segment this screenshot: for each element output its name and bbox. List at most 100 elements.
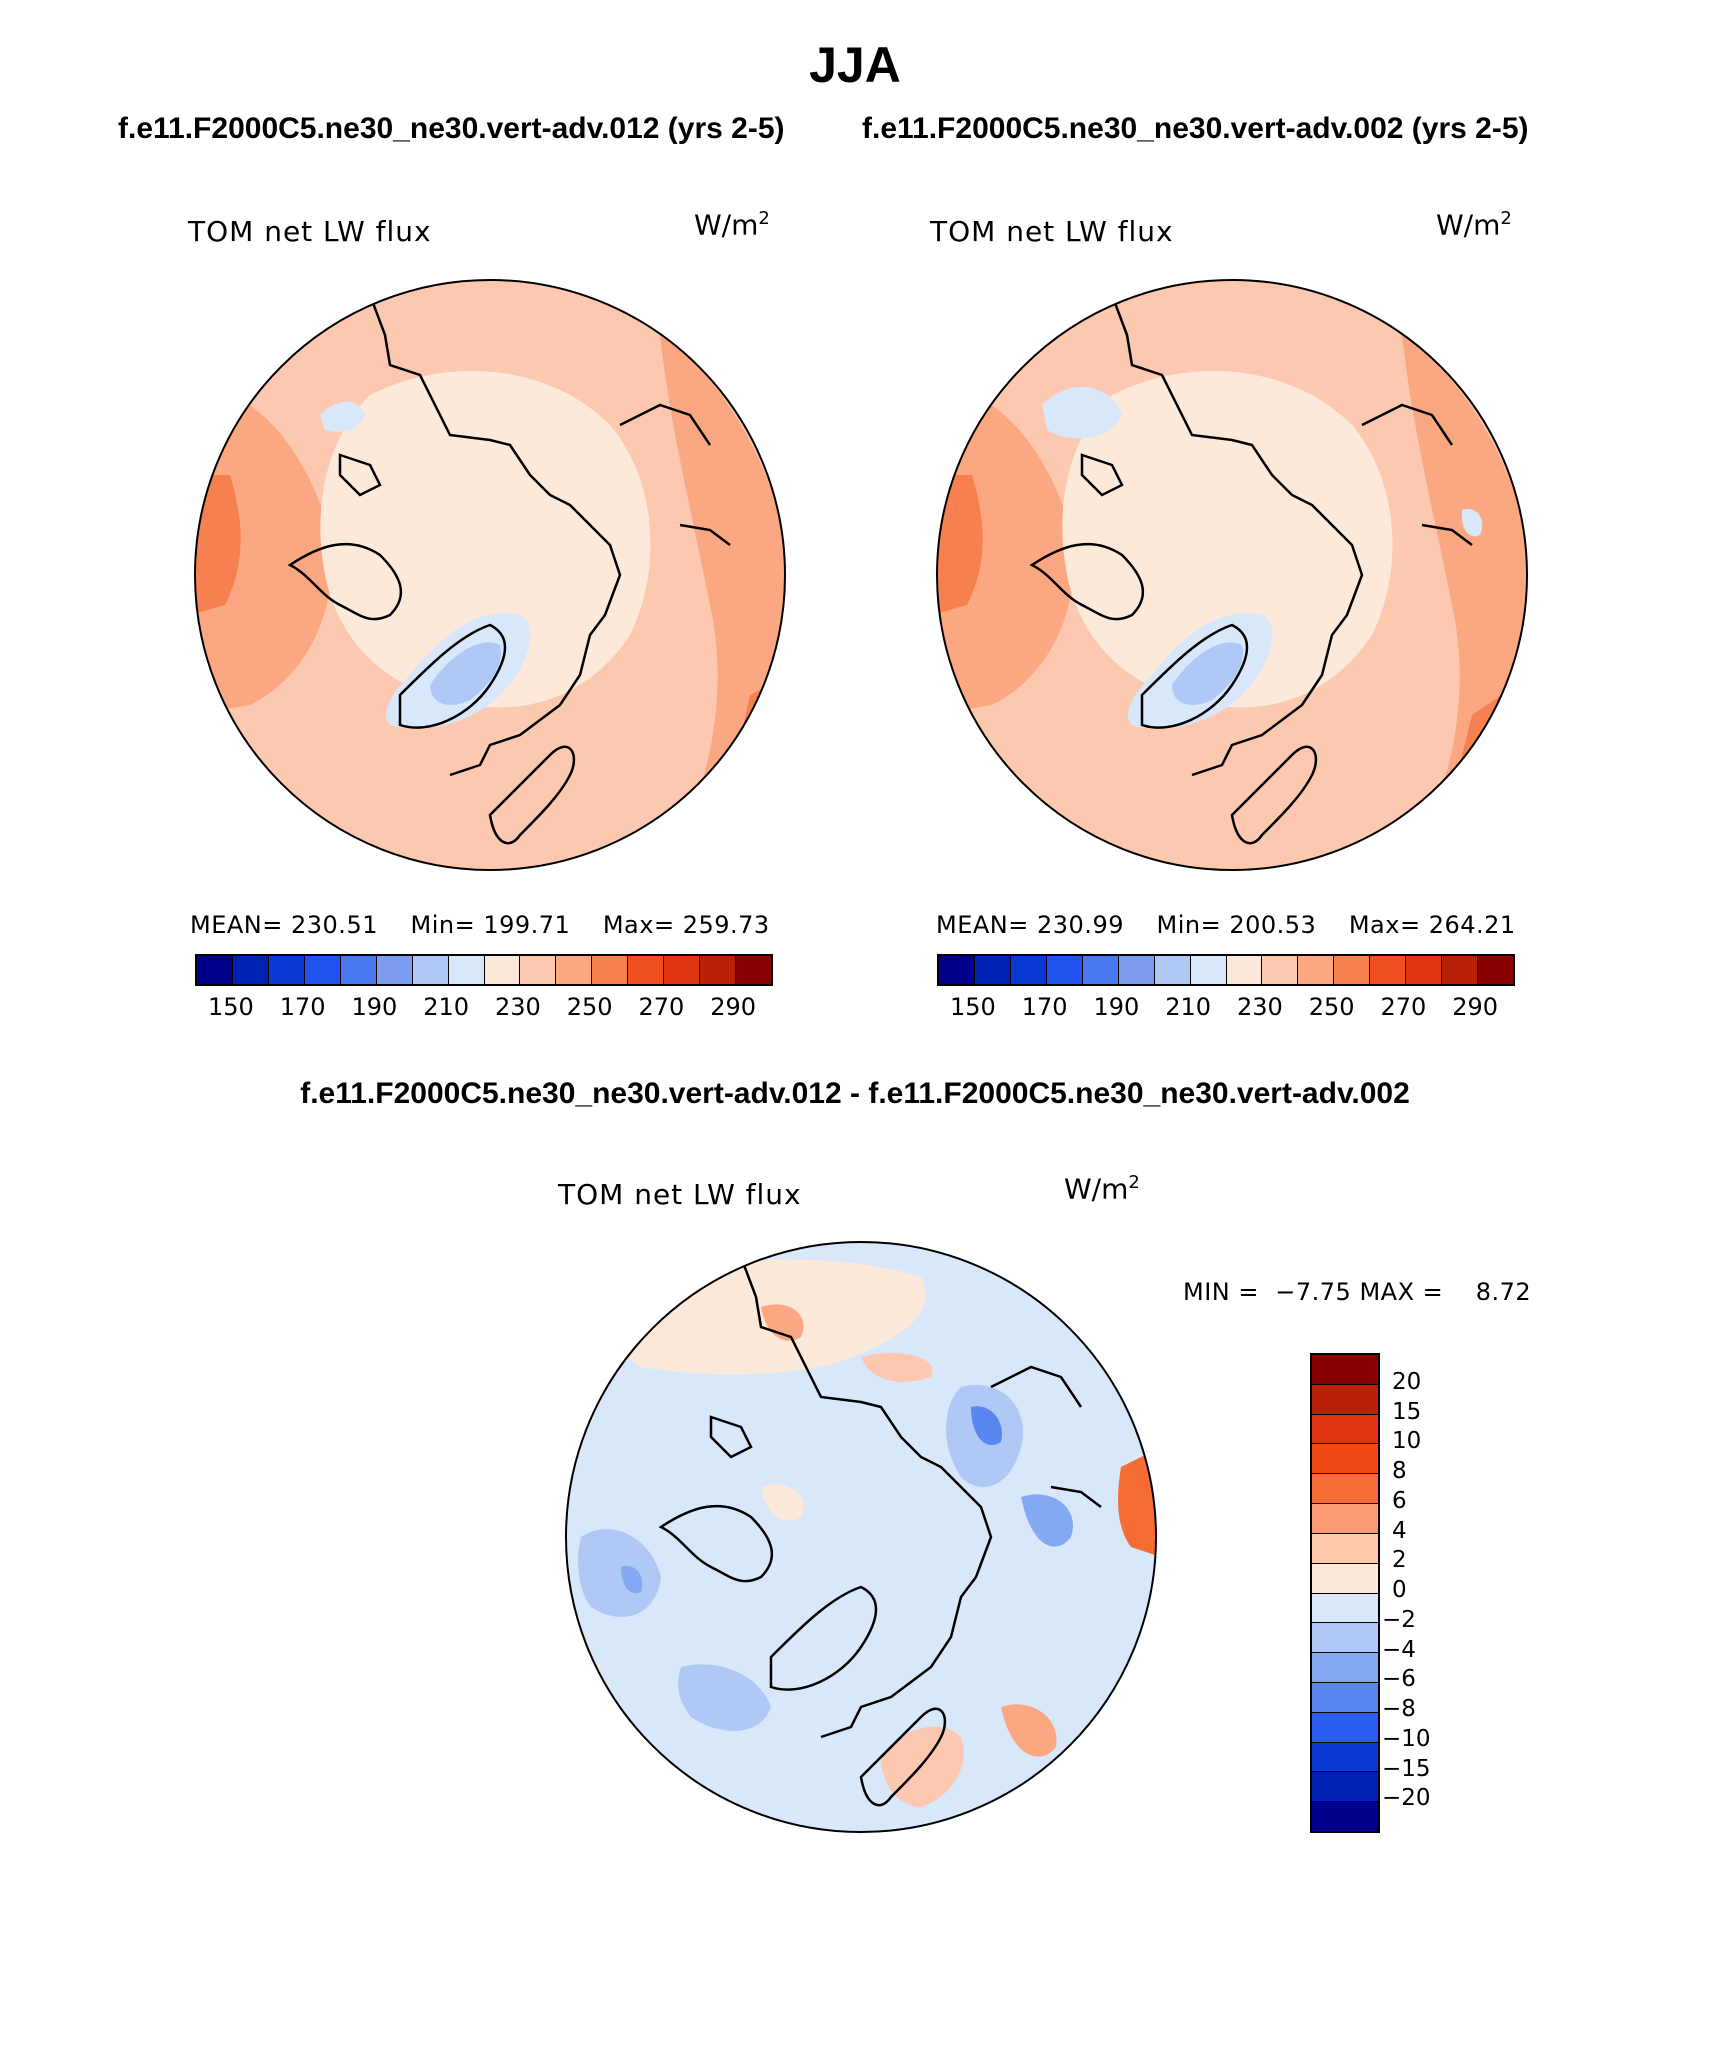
colorbar-tick-label: 250 <box>1308 993 1355 1021</box>
colorbar-segment <box>1118 956 1155 984</box>
diff-units: W/m2 <box>1064 1172 1140 1206</box>
diff-colorbar-segment <box>1312 1384 1378 1415</box>
colorbar-segment <box>1262 956 1299 984</box>
colorbar-tick-label: 170 <box>1021 993 1068 1021</box>
diff-colorbar-segment <box>1312 1682 1378 1713</box>
diff-colorbar-segment <box>1312 1712 1378 1743</box>
colorbar-tick-label: 230 <box>1236 993 1283 1021</box>
colorbar-segment <box>376 956 413 984</box>
panel1-field-cool-patch <box>320 401 365 432</box>
diff-field-west-cool <box>578 1529 661 1617</box>
colorbar-segment <box>664 956 701 984</box>
diff-colorbar-segment <box>1312 1623 1378 1654</box>
colorbar-segment <box>1406 956 1443 984</box>
panel2-case-title: f.e11.F2000C5.ne30_ne30.vert-adv.002 (yr… <box>862 112 1529 145</box>
colorbar-tick-label: 190 <box>351 993 398 1021</box>
panel1-field-west-warm <box>195 391 332 715</box>
diff-colorbar-tick-label: 10 <box>1392 1428 1422 1455</box>
diff-coastlines <box>658 1256 1102 1807</box>
panel1-case-title: f.e11.F2000C5.ne30_ne30.vert-adv.012 (yr… <box>118 112 785 145</box>
panel1-coastlines <box>287 294 731 845</box>
colorbar-tick-label: 290 <box>710 993 757 1021</box>
panel1-stats: MEAN= 230.51 Min= 199.71 Max= 259.73 <box>190 911 770 939</box>
panel2-map-border <box>936 279 1528 871</box>
diff-colorbar-tick-label: 6 <box>1392 1487 1407 1514</box>
diff-colorbar <box>1310 1353 1380 1833</box>
diff-colorbar-segment <box>1312 1474 1378 1505</box>
colorbar-segment <box>1154 956 1191 984</box>
colorbar-segment <box>1442 956 1479 984</box>
diff-colorbar-segment <box>1312 1355 1378 1385</box>
colorbar-segment <box>520 956 557 984</box>
panel1-colorbar <box>195 954 773 986</box>
colorbar-segment <box>1010 956 1047 984</box>
figure-title: JJA <box>809 37 901 93</box>
colorbar-segment <box>628 956 665 984</box>
colorbar-segment <box>197 956 233 984</box>
colorbar-segment <box>1478 956 1513 984</box>
diff-minmax: MIN = −7.75 MAX = 8.72 <box>1183 1278 1532 1306</box>
diff-field-west-cold <box>621 1566 643 1594</box>
colorbar-segment <box>340 956 377 984</box>
panel1-map <box>194 279 786 871</box>
colorbar-tick-label: 150 <box>949 993 996 1021</box>
colorbar-segment <box>232 956 269 984</box>
diff-colorbar-tick-label: −15 <box>1382 1755 1431 1782</box>
diff-colorbar-segment <box>1312 1653 1378 1683</box>
diff-colorbar-tick-label: −4 <box>1382 1636 1416 1663</box>
diff-colorbar-tick-label: 8 <box>1392 1458 1407 1484</box>
diff-colorbar-tick-label: 15 <box>1392 1398 1422 1425</box>
colorbar-tick-label: 210 <box>1165 993 1212 1021</box>
diff-colorbar-tick-label: 0 <box>1392 1577 1407 1603</box>
colorbar-segment <box>592 956 629 984</box>
panel1-map-border <box>194 279 786 871</box>
colorbar-segment <box>448 956 485 984</box>
colorbar-tick-label: 230 <box>494 993 541 1021</box>
diff-colorbar-tick-label: −20 <box>1382 1785 1431 1812</box>
colorbar-tick-label: 210 <box>423 993 470 1021</box>
diff-colorbar-segment <box>1312 1504 1378 1534</box>
panel2-coastlines <box>1029 294 1473 845</box>
panel2-field-arctic-cool <box>1062 371 1393 708</box>
colorbar-segment <box>268 956 305 984</box>
diff-colorbar-tick-label: 20 <box>1392 1368 1422 1395</box>
diff-colorbar-segment <box>1312 1563 1378 1594</box>
diff-colorbar-tick-label: −8 <box>1382 1696 1416 1722</box>
colorbar-tick-label: 190 <box>1093 993 1140 1021</box>
diff-map <box>565 1241 1157 1833</box>
diff-colorbar-tick-label: 2 <box>1392 1547 1407 1574</box>
panel2-units: W/m2 <box>1436 208 1512 242</box>
colorbar-segment <box>1046 956 1083 984</box>
diff-field-east-cold <box>971 1406 1002 1446</box>
colorbar-tick-label: 250 <box>566 993 613 1021</box>
panel1-variable-label: TOM net LW flux <box>188 215 432 248</box>
colorbar-tick-label: 290 <box>1452 993 1499 1021</box>
panel2-field-cool-patch-east <box>1461 509 1483 537</box>
diff-field-east-cold2 <box>1021 1494 1073 1547</box>
diff-colorbar-segment <box>1312 1533 1378 1564</box>
diff-variable-label: TOM net LW flux <box>558 1178 802 1211</box>
colorbar-segment <box>1334 956 1371 984</box>
diff-colorbar-segment <box>1312 1802 1378 1831</box>
colorbar-tick-label: 150 <box>207 993 254 1021</box>
colorbar-tick-label: 270 <box>1380 993 1427 1021</box>
diff-title: f.e11.F2000C5.ne30_ne30.vert-adv.012 - f… <box>300 1077 1410 1110</box>
colorbar-segment <box>1298 956 1335 984</box>
colorbar-segment <box>700 956 737 984</box>
panel2-colorbar <box>937 954 1515 986</box>
colorbar-tick-label: 270 <box>638 993 685 1021</box>
colorbar-segment <box>939 956 975 984</box>
diff-field-southwest-cool <box>678 1664 771 1731</box>
colorbar-segment <box>736 956 771 984</box>
panel1-field-greenland-core <box>430 642 501 705</box>
diff-colorbar-ticks: 20 15 10 8 6 4 2 0 −2 −4 −6 −8 −10 −15 −20 <box>1382 1353 1472 1829</box>
colorbar-segment <box>1190 956 1227 984</box>
colorbar-segment <box>1082 956 1119 984</box>
diff-colorbar-segment <box>1312 1444 1378 1475</box>
diff-colorbar-segment <box>1312 1414 1378 1445</box>
diff-field-north-spot <box>861 1353 933 1382</box>
diff-colorbar-tick-label: −10 <box>1382 1725 1431 1752</box>
panel2-field-greenland-core <box>1172 642 1243 705</box>
panel2-variable-label: TOM net LW flux <box>930 215 1174 248</box>
panel1-field-arctic-cool <box>320 371 651 708</box>
